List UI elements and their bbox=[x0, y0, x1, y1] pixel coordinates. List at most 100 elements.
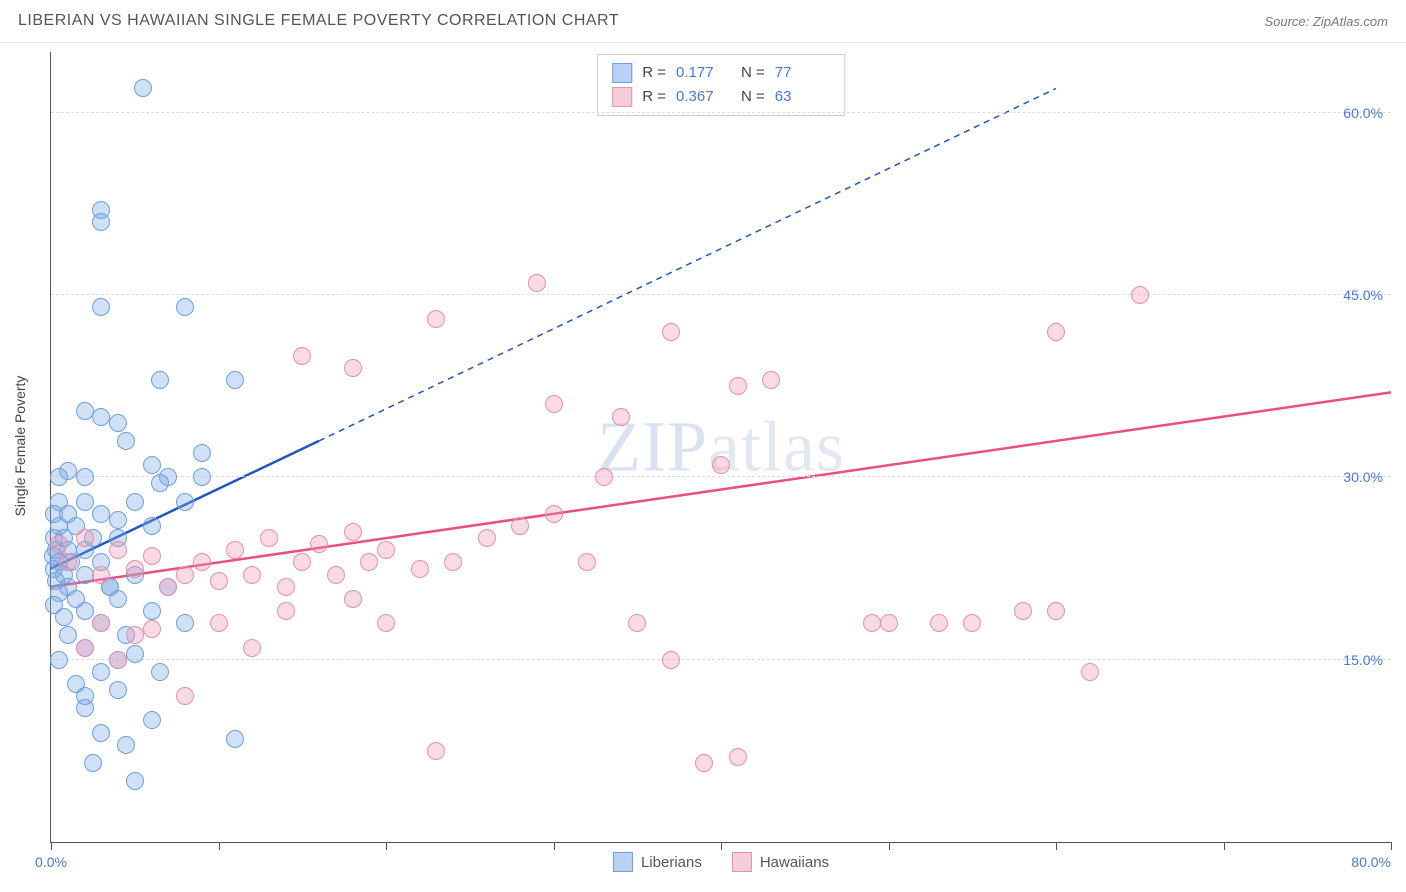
stat-r-value: 0.177 bbox=[676, 61, 731, 85]
scatter-point bbox=[76, 602, 94, 620]
scatter-point bbox=[92, 566, 110, 584]
stat-r-label: R = bbox=[642, 85, 666, 109]
scatter-point bbox=[1047, 602, 1065, 620]
plot-area: ZIPatlas R = 0.177 N = 77 R = 0.367 N = … bbox=[50, 52, 1391, 843]
scatter-point bbox=[176, 298, 194, 316]
scatter-point bbox=[344, 359, 362, 377]
y-tick-label: 60.0% bbox=[1343, 105, 1383, 121]
scatter-point bbox=[76, 687, 94, 705]
x-tick bbox=[721, 842, 722, 850]
scatter-point bbox=[143, 711, 161, 729]
scatter-point bbox=[176, 493, 194, 511]
scatter-point bbox=[729, 748, 747, 766]
scatter-point bbox=[226, 371, 244, 389]
scatter-point bbox=[578, 553, 596, 571]
scatter-point bbox=[1131, 286, 1149, 304]
scatter-point bbox=[92, 408, 110, 426]
title-bar: LIBERIAN VS HAWAIIAN SINGLE FEMALE POVER… bbox=[0, 0, 1406, 43]
scatter-point bbox=[360, 553, 378, 571]
scatter-point bbox=[662, 323, 680, 341]
scatter-point bbox=[134, 79, 152, 97]
scatter-point bbox=[612, 408, 630, 426]
scatter-point bbox=[226, 541, 244, 559]
swatch-icon bbox=[613, 852, 633, 872]
scatter-point bbox=[411, 560, 429, 578]
stat-r-value: 0.367 bbox=[676, 85, 731, 109]
gridline bbox=[51, 659, 1391, 660]
scatter-point bbox=[695, 754, 713, 772]
trend-lines-layer bbox=[51, 52, 1391, 842]
swatch-icon bbox=[612, 63, 632, 83]
watermark-thin: atlas bbox=[708, 407, 845, 487]
scatter-point bbox=[511, 517, 529, 535]
scatter-point bbox=[1047, 323, 1065, 341]
scatter-point bbox=[193, 444, 211, 462]
scatter-point bbox=[1014, 602, 1032, 620]
chart-container: LIBERIAN VS HAWAIIAN SINGLE FEMALE POVER… bbox=[0, 0, 1406, 892]
y-axis-label: Single Female Poverty bbox=[12, 376, 28, 517]
stats-row-liberians: R = 0.177 N = 77 bbox=[612, 61, 830, 85]
scatter-point bbox=[310, 535, 328, 553]
scatter-point bbox=[126, 645, 144, 663]
scatter-point bbox=[151, 474, 169, 492]
scatter-point bbox=[243, 639, 261, 657]
scatter-point bbox=[176, 687, 194, 705]
scatter-point bbox=[143, 620, 161, 638]
scatter-point bbox=[76, 566, 94, 584]
scatter-point bbox=[117, 736, 135, 754]
scatter-point bbox=[92, 298, 110, 316]
stats-legend-box: R = 0.177 N = 77 R = 0.367 N = 63 bbox=[597, 54, 845, 116]
gridline bbox=[51, 476, 1391, 477]
scatter-point bbox=[545, 505, 563, 523]
x-tick bbox=[1391, 842, 1392, 850]
scatter-point bbox=[109, 681, 127, 699]
scatter-point bbox=[143, 602, 161, 620]
legend-label: Hawaiians bbox=[760, 854, 829, 871]
scatter-point bbox=[92, 614, 110, 632]
x-tick-label: 0.0% bbox=[35, 850, 67, 870]
source-label: Source: bbox=[1264, 14, 1312, 29]
scatter-point bbox=[327, 566, 345, 584]
trend-line bbox=[319, 88, 1056, 440]
x-tick bbox=[1056, 842, 1057, 850]
scatter-point bbox=[126, 626, 144, 644]
scatter-point bbox=[444, 553, 462, 571]
source-attribution: Source: ZipAtlas.com bbox=[1264, 14, 1388, 29]
y-tick-label: 30.0% bbox=[1343, 469, 1383, 485]
scatter-point bbox=[193, 553, 211, 571]
scatter-point bbox=[59, 626, 77, 644]
legend-item-hawaiians: Hawaiians bbox=[732, 852, 829, 872]
x-tick bbox=[51, 842, 52, 850]
scatter-point bbox=[930, 614, 948, 632]
scatter-point bbox=[59, 553, 77, 571]
gridline bbox=[51, 112, 1391, 113]
scatter-point bbox=[277, 602, 295, 620]
scatter-point bbox=[109, 541, 127, 559]
scatter-point bbox=[193, 468, 211, 486]
scatter-point bbox=[729, 377, 747, 395]
stat-r-label: R = bbox=[642, 61, 666, 85]
scatter-point bbox=[126, 772, 144, 790]
stat-n-label: N = bbox=[741, 85, 765, 109]
chart-title: LIBERIAN VS HAWAIIAN SINGLE FEMALE POVER… bbox=[18, 12, 619, 30]
source-name: ZipAtlas.com bbox=[1313, 14, 1388, 29]
scatter-point bbox=[478, 529, 496, 547]
scatter-point bbox=[76, 402, 94, 420]
scatter-point bbox=[76, 639, 94, 657]
scatter-point bbox=[377, 541, 395, 559]
scatter-point bbox=[76, 493, 94, 511]
scatter-point bbox=[92, 505, 110, 523]
stat-n-value: 77 bbox=[775, 61, 830, 85]
scatter-point bbox=[880, 614, 898, 632]
scatter-point bbox=[293, 553, 311, 571]
scatter-point bbox=[126, 493, 144, 511]
scatter-point bbox=[92, 213, 110, 231]
scatter-point bbox=[176, 566, 194, 584]
scatter-point bbox=[863, 614, 881, 632]
scatter-point bbox=[143, 547, 161, 565]
scatter-point bbox=[210, 572, 228, 590]
x-tick bbox=[386, 842, 387, 850]
scatter-point bbox=[159, 578, 177, 596]
scatter-point bbox=[545, 395, 563, 413]
scatter-point bbox=[1081, 663, 1099, 681]
